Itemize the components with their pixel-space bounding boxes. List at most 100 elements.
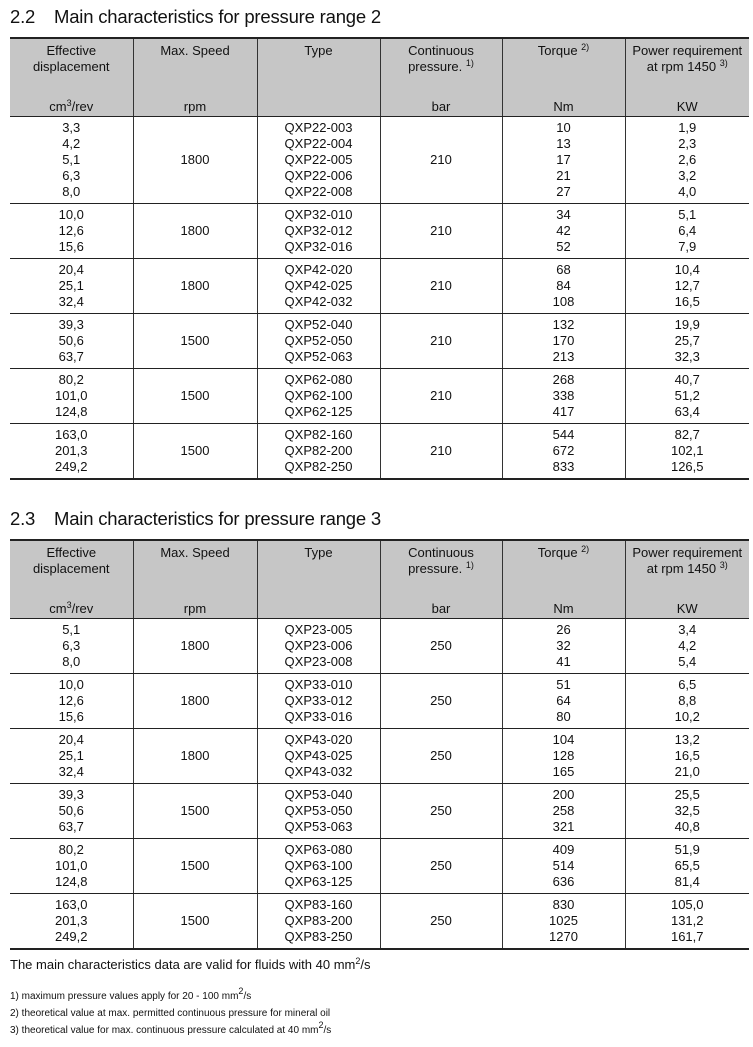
cell-torque: 68 84 108 [501,258,625,314]
cell-value: 8,0 [62,654,81,669]
cell-value: 1500 [180,913,210,928]
column-unit: bar [381,99,502,114]
cell-displacement: 163,0 201,3 249,2 [10,423,133,480]
cell-value: 81,4 [674,874,700,889]
cell-value: 830 [552,897,575,912]
cell-pressure: 210 [379,258,502,314]
cell-speed: 1500 [132,838,257,894]
cell-value: 10,0 [58,677,84,692]
cell-value: 3,4 [678,622,697,637]
cell-value: 25,7 [674,333,700,348]
cell-value: 20,4 [58,262,84,277]
cell-value: QXP22-006 [284,168,353,183]
column-label-text: Max. Speed [160,43,230,58]
cell-pressure: 250 [379,838,502,894]
cell-power: 13,2 16,5 21,0 [624,728,749,784]
column-label: Effective displacement [10,541,133,577]
cell-value: 201,3 [54,443,88,458]
cell-value: 108 [552,294,575,309]
column-label-text: Type [304,545,333,560]
column-header-torque: Torque 2) Nm [501,37,625,117]
cell-value: 210 [430,388,452,403]
cell-value: 163,0 [54,427,88,442]
cell-type: QXP22-003 QXP22-004 QXP22-005 QXP22-006 QXP2… [256,116,380,204]
cell-torque: 51 64 80 [501,673,625,729]
cell-value: 544 [552,427,575,442]
header-row: Effective displacement cm3/rev Max. Speed r… [10,37,749,117]
cell-pressure: 210 [379,313,502,369]
cell-value: 636 [552,874,575,889]
cell-torque: 268 338 417 [501,368,625,424]
cell-value: 7,9 [678,239,697,254]
cell-value: 210 [430,152,452,167]
cell-speed: 1500 [132,783,257,839]
cell-value: 5,1 [678,207,697,222]
cell-displacement: 163,0 201,3 249,2 [10,893,133,950]
column-label-text: Torque [537,43,578,58]
table-row-group: 163,0 201,3 249,2 1500 QXP82-160 QXP82-200 QXP… [10,423,749,480]
cell-value: 5,1 [62,622,81,637]
cell-value: QXP53-050 [284,803,353,818]
cell-value: QXP23-008 [284,654,353,669]
cell-pressure: 210 [379,203,502,259]
cell-value: QXP53-040 [284,787,353,802]
cell-value: QXP42-032 [284,294,353,309]
cell-value: 51 [556,677,571,692]
cell-value: 338 [552,388,575,403]
cell-power: 82,7 102,1 126,5 [624,423,749,480]
cell-pressure: 250 [379,618,502,674]
column-header-power: Power requirement at rpm 1450 3) KW [624,37,749,117]
cell-value: QXP32-010 [284,207,353,222]
unit-base: bar [431,99,451,114]
cell-value: 170 [552,333,575,348]
column-header-power: Power requirement at rpm 1450 3) KW [624,539,749,619]
cell-value: 200 [552,787,575,802]
cell-value: QXP22-008 [284,184,353,199]
cell-value: 50,6 [58,333,84,348]
footnote-ref: 3) [719,58,728,68]
cell-type: QXP53-040 QXP53-050 QXP53-063 [256,783,380,839]
cell-power: 6,5 8,8 10,2 [624,673,749,729]
cell-value: 32,4 [58,294,84,309]
cell-value: 321 [552,819,575,834]
cell-value: 1800 [180,152,210,167]
column-label-text: Type [304,43,333,58]
footnote-ref: 1) [465,58,474,68]
table-row-group: 39,3 50,6 63,7 1500 QXP53-040 QXP53-050 QXP53-… [10,783,749,839]
cell-value: QXP42-025 [284,278,353,293]
cell-type: QXP52-040 QXP52-050 QXP52-063 [256,313,380,369]
cell-value: 12,6 [58,223,84,238]
cell-value: 10,2 [674,709,700,724]
column-label: Torque 2) [503,39,625,59]
cell-value: 17 [556,152,571,167]
table-row-group: 20,4 25,1 32,4 1800 QXP43-020 QXP43-025 QXP43-… [10,728,749,784]
cell-value: 6,3 [62,638,81,653]
cell-power: 19,9 25,7 32,3 [624,313,749,369]
footnote-2: 2) theoretical value at max. permitted c… [10,1008,331,1019]
cell-type: QXP23-005 QXP23-006 QXP23-008 [256,618,380,674]
cell-power: 1,9 2,3 2,6 3,2 4,0 [624,116,749,204]
cell-value: 50,6 [58,803,84,818]
cell-speed: 1500 [132,423,257,480]
section-title: 2.2 Main characteristics for pressure ran… [10,6,381,28]
cell-value: QXP82-200 [284,443,353,458]
cell-value: 25,1 [58,748,84,763]
column-unit: bar [381,601,502,616]
cell-value: 10,0 [58,207,84,222]
table-row-group: 5,1 6,3 8,0 1800 QXP23-005 QXP23-006 QXP23-008… [10,618,749,674]
table-row-group: 10,0 12,6 15,6 1800 QXP33-010 QXP33-012 QXP33-… [10,673,749,729]
unit-base: cm [49,99,67,114]
cell-displacement: 10,0 12,6 15,6 [10,203,133,259]
column-unit: Nm [503,601,625,616]
cell-value: QXP32-016 [284,239,353,254]
cell-power: 10,4 12,7 16,5 [624,258,749,314]
header-row: Effective displacement cm3/rev Max. Speed r… [10,539,749,619]
column-label-text: Continuous pressure. [408,43,474,74]
cell-value: 3,3 [62,120,81,135]
cell-torque: 830 1025 1270 [501,893,625,950]
section-number: 2.2 [10,6,36,27]
column-label-text: Continuous pressure. [408,545,474,576]
column-label-text: Effective displacement [32,545,110,576]
cell-displacement: 10,0 12,6 15,6 [10,673,133,729]
cell-value: 833 [552,459,575,474]
